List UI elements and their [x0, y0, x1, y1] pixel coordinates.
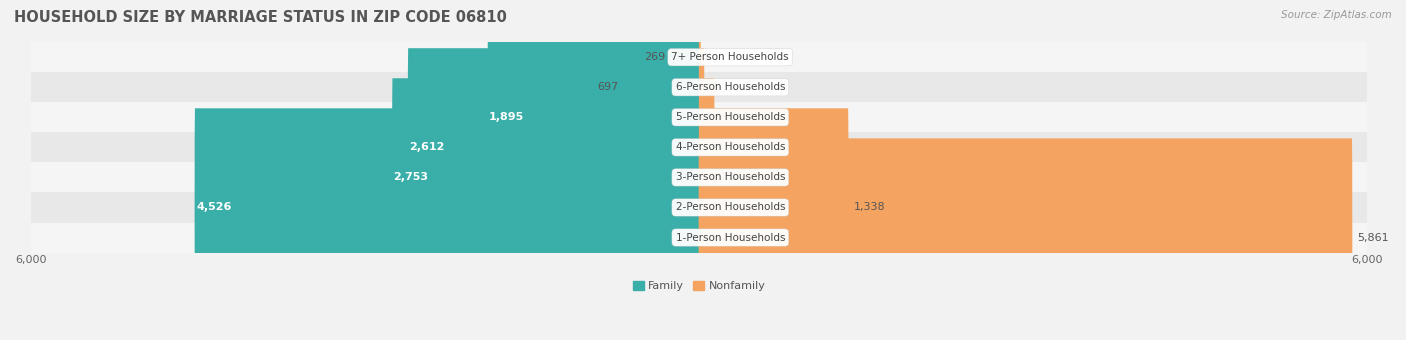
FancyBboxPatch shape — [408, 48, 699, 246]
Text: 11: 11 — [706, 82, 720, 92]
FancyBboxPatch shape — [699, 138, 1353, 337]
FancyBboxPatch shape — [488, 18, 699, 217]
Text: 1,338: 1,338 — [853, 203, 886, 212]
Text: 4,526: 4,526 — [195, 203, 232, 212]
Legend: Family, Nonfamily: Family, Nonfamily — [630, 278, 768, 293]
Text: 0: 0 — [704, 52, 711, 62]
Bar — [31, 222, 1368, 253]
Text: 2,753: 2,753 — [394, 172, 429, 183]
Bar — [31, 102, 1368, 132]
Bar — [31, 72, 1368, 102]
FancyBboxPatch shape — [699, 18, 700, 217]
Text: 4-Person Households: 4-Person Households — [675, 142, 785, 152]
Text: 6-Person Households: 6-Person Households — [675, 82, 785, 92]
FancyBboxPatch shape — [669, 0, 699, 156]
Text: 1-Person Households: 1-Person Households — [675, 233, 785, 242]
FancyBboxPatch shape — [621, 0, 699, 186]
Text: 135: 135 — [720, 172, 741, 183]
FancyBboxPatch shape — [392, 78, 699, 277]
Text: 9: 9 — [706, 112, 713, 122]
Bar — [31, 192, 1368, 222]
Text: 3-Person Households: 3-Person Households — [675, 172, 785, 183]
Text: 44: 44 — [710, 142, 724, 152]
Bar — [31, 132, 1368, 163]
FancyBboxPatch shape — [699, 108, 848, 307]
Text: 2,612: 2,612 — [409, 142, 444, 152]
Text: 1,895: 1,895 — [489, 112, 524, 122]
Text: Source: ZipAtlas.com: Source: ZipAtlas.com — [1281, 10, 1392, 20]
Text: 2-Person Households: 2-Person Households — [675, 203, 785, 212]
FancyBboxPatch shape — [699, 48, 704, 246]
Text: 5,861: 5,861 — [1358, 233, 1389, 242]
Text: 7+ Person Households: 7+ Person Households — [672, 52, 789, 62]
Text: 697: 697 — [598, 82, 619, 92]
FancyBboxPatch shape — [699, 78, 714, 277]
Text: HOUSEHOLD SIZE BY MARRIAGE STATUS IN ZIP CODE 06810: HOUSEHOLD SIZE BY MARRIAGE STATUS IN ZIP… — [14, 10, 508, 25]
Text: 269: 269 — [644, 52, 666, 62]
Bar — [31, 163, 1368, 192]
FancyBboxPatch shape — [194, 108, 699, 307]
Bar — [31, 42, 1368, 72]
FancyBboxPatch shape — [699, 0, 700, 186]
Text: 5-Person Households: 5-Person Households — [675, 112, 785, 122]
